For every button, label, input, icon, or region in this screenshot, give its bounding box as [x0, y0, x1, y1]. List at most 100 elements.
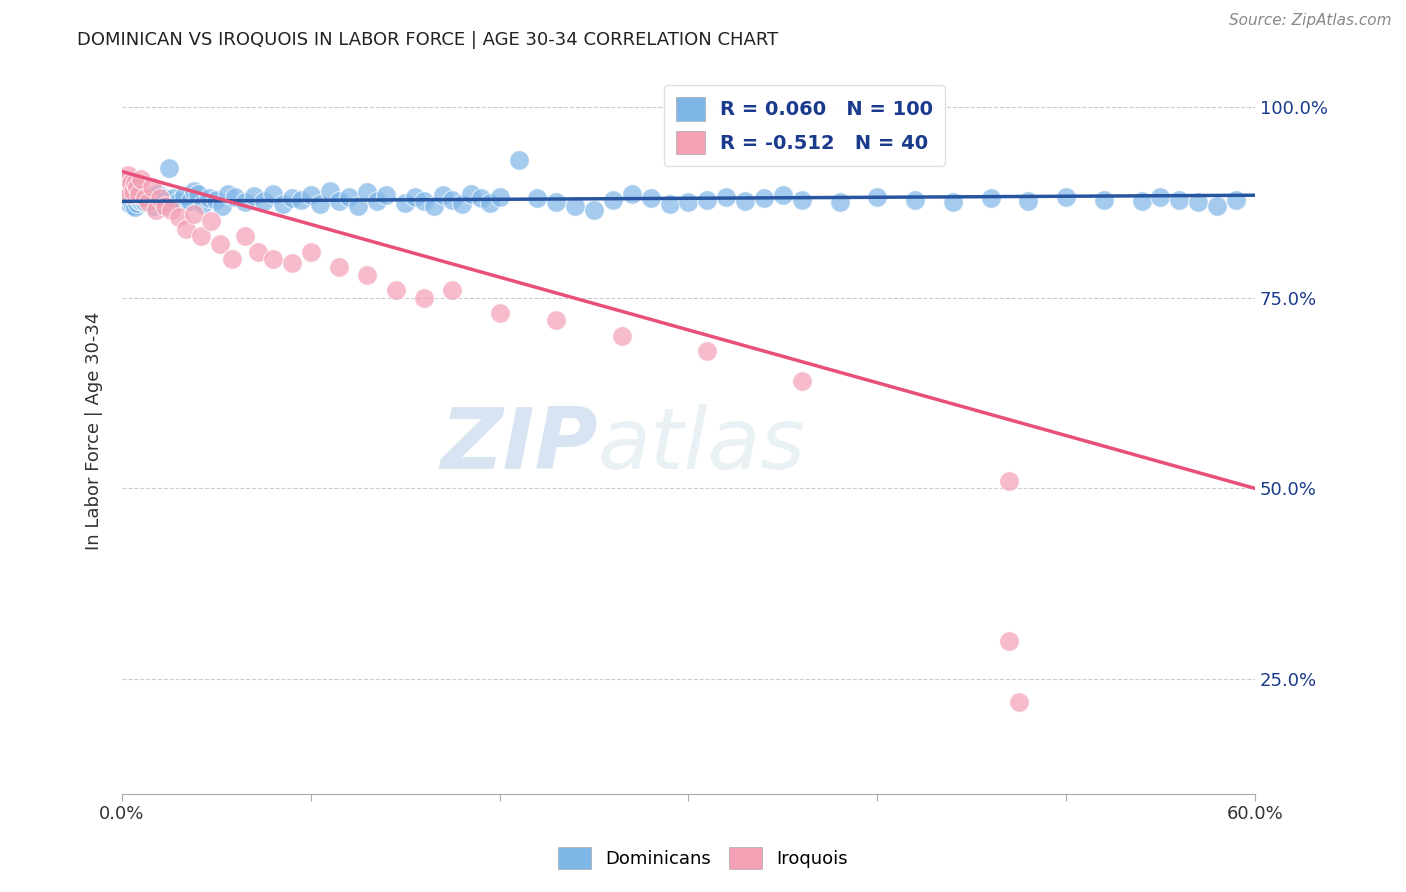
Point: [281, 256, 304, 270]
Point: [139, 195, 162, 210]
Point: [441, 283, 464, 297]
Point: [174, 222, 197, 236]
Point: [904, 193, 927, 207]
Point: [146, 187, 169, 202]
Point: [1149, 190, 1171, 204]
Point: [328, 194, 350, 209]
Point: [117, 195, 139, 210]
Point: [678, 195, 700, 210]
Point: [162, 191, 184, 205]
Point: [160, 202, 183, 217]
Point: [1017, 194, 1039, 209]
Point: [127, 195, 149, 210]
Point: [152, 191, 174, 205]
Point: [129, 194, 152, 209]
Point: [127, 186, 149, 201]
Point: [375, 188, 398, 202]
Point: [526, 191, 548, 205]
Point: [243, 189, 266, 203]
Point: [198, 191, 221, 205]
Point: [337, 190, 360, 204]
Text: DOMINICAN VS IROQUOIS IN LABOR FORCE | AGE 30-34 CORRELATION CHART: DOMINICAN VS IROQUOIS IN LABOR FORCE | A…: [77, 31, 779, 49]
Legend: Dominicans, Iroquois: Dominicans, Iroquois: [551, 839, 855, 876]
Point: [118, 184, 141, 198]
Point: [696, 343, 718, 358]
Point: [183, 184, 205, 198]
Point: [117, 169, 139, 183]
Point: [141, 179, 163, 194]
Point: [173, 189, 195, 203]
Point: [211, 199, 233, 213]
Point: [366, 194, 388, 209]
Point: [114, 190, 136, 204]
Point: [122, 188, 145, 202]
Point: [122, 199, 145, 213]
Point: [1187, 195, 1209, 210]
Point: [658, 197, 681, 211]
Point: [752, 191, 775, 205]
Point: [488, 190, 510, 204]
Point: [1225, 193, 1247, 207]
Point: [394, 195, 416, 210]
Point: [138, 193, 160, 207]
Point: [508, 153, 530, 168]
Point: [1054, 190, 1077, 204]
Point: [200, 214, 222, 228]
Point: [112, 191, 135, 205]
Text: Source: ZipAtlas.com: Source: ZipAtlas.com: [1229, 13, 1392, 29]
Y-axis label: In Labor Force | Age 30-34: In Labor Force | Age 30-34: [86, 312, 103, 550]
Point: [866, 190, 889, 204]
Point: [118, 187, 141, 202]
Point: [132, 193, 155, 207]
Point: [143, 199, 166, 213]
Point: [281, 191, 304, 205]
Point: [404, 190, 426, 204]
Point: [696, 193, 718, 207]
Point: [224, 190, 246, 204]
Text: ZIP: ZIP: [440, 404, 598, 487]
Point: [262, 252, 284, 267]
Point: [612, 328, 634, 343]
Point: [488, 306, 510, 320]
Point: [128, 187, 150, 202]
Point: [299, 244, 322, 259]
Point: [602, 193, 624, 207]
Point: [233, 195, 256, 210]
Point: [460, 186, 482, 201]
Point: [942, 195, 965, 210]
Point: [221, 252, 243, 267]
Point: [716, 190, 738, 204]
Point: [190, 229, 212, 244]
Point: [121, 185, 143, 199]
Point: [112, 176, 135, 190]
Point: [128, 191, 150, 205]
Text: atlas: atlas: [598, 404, 806, 487]
Point: [124, 176, 146, 190]
Point: [980, 191, 1002, 205]
Point: [145, 192, 167, 206]
Point: [149, 196, 172, 211]
Point: [187, 187, 209, 202]
Point: [413, 194, 436, 209]
Point: [546, 313, 568, 327]
Point: [998, 474, 1021, 488]
Point: [309, 197, 332, 211]
Point: [114, 179, 136, 194]
Point: [209, 237, 232, 252]
Point: [1130, 194, 1153, 209]
Point: [129, 190, 152, 204]
Point: [138, 195, 160, 210]
Point: [134, 195, 156, 210]
Point: [998, 634, 1021, 648]
Point: [470, 191, 492, 205]
Point: [828, 195, 851, 210]
Point: [145, 202, 167, 217]
Point: [262, 187, 284, 202]
Point: [124, 201, 146, 215]
Point: [319, 184, 342, 198]
Point: [583, 202, 606, 217]
Point: [546, 195, 568, 210]
Point: [299, 188, 322, 202]
Point: [1206, 199, 1229, 213]
Point: [246, 244, 269, 259]
